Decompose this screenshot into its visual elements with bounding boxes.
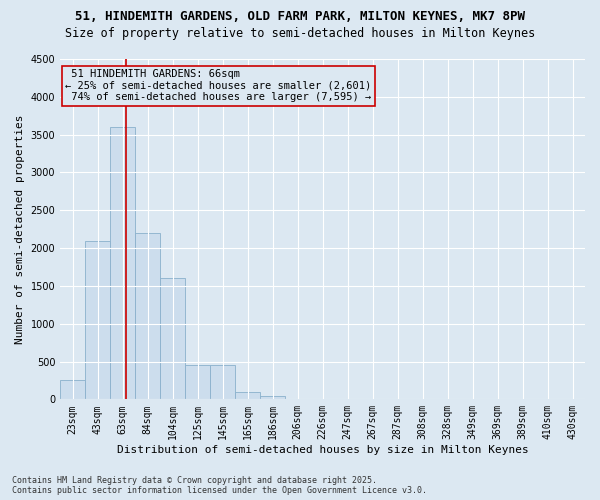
- Text: 51, HINDEMITH GARDENS, OLD FARM PARK, MILTON KEYNES, MK7 8PW: 51, HINDEMITH GARDENS, OLD FARM PARK, MI…: [75, 10, 525, 23]
- Y-axis label: Number of semi-detached properties: Number of semi-detached properties: [15, 114, 25, 344]
- Bar: [235, 392, 260, 400]
- Bar: [160, 278, 185, 400]
- Bar: [60, 380, 85, 400]
- Bar: [185, 366, 210, 400]
- Text: Size of property relative to semi-detached houses in Milton Keynes: Size of property relative to semi-detach…: [65, 28, 535, 40]
- Bar: [85, 240, 110, 400]
- Text: 51 HINDEMITH GARDENS: 66sqm
← 25% of semi-detached houses are smaller (2,601)
 7: 51 HINDEMITH GARDENS: 66sqm ← 25% of sem…: [65, 69, 371, 102]
- X-axis label: Distribution of semi-detached houses by size in Milton Keynes: Distribution of semi-detached houses by …: [117, 445, 529, 455]
- Bar: [260, 396, 285, 400]
- Bar: [110, 127, 135, 400]
- Bar: [210, 366, 235, 400]
- Bar: [135, 233, 160, 400]
- Text: Contains HM Land Registry data © Crown copyright and database right 2025.
Contai: Contains HM Land Registry data © Crown c…: [12, 476, 427, 495]
